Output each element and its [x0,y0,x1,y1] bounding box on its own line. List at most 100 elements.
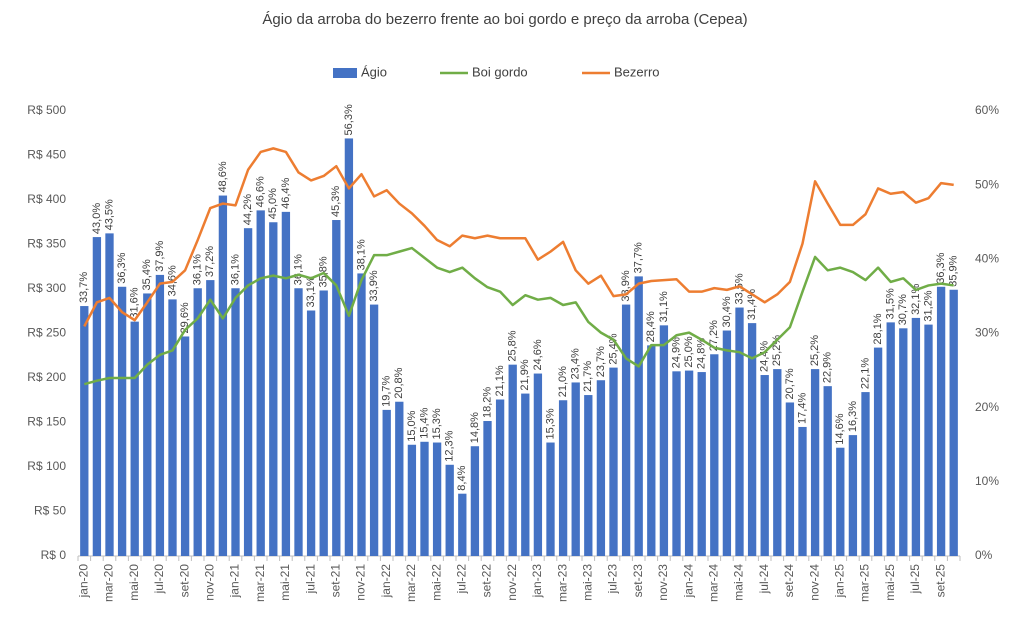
bar [571,382,580,556]
x-tick-label: set-25 [933,564,947,598]
bar [92,237,102,557]
bar [924,324,933,556]
y-tick-label: R$ 100 [27,459,66,473]
data-label: 21,9% [519,359,531,390]
data-label: 27,2% [708,320,720,351]
data-label: 18,2% [481,387,493,418]
data-label: 24,9% [670,337,682,368]
x-tick-label: mar-20 [102,564,116,602]
x-tick-label: jan-24 [681,564,695,599]
line [83,147,954,327]
bar [508,364,517,556]
bar [949,289,958,556]
bar [395,401,404,556]
bar [407,444,417,556]
data-label: 36,1% [292,254,304,285]
bar [445,464,454,556]
data-label: 15,3% [544,408,556,439]
x-tick-label: mai-24 [732,564,746,601]
data-label: 19,7% [381,375,393,406]
bar [609,367,618,556]
bar [269,222,278,556]
data-label: 28,4% [645,311,657,342]
y2-tick-label: 30% [975,326,999,340]
bar [369,304,379,556]
bar [256,210,265,556]
x-tick-label: nov-22 [505,564,519,601]
bar [760,375,769,556]
x-tick-label: jul-21 [303,564,317,595]
data-label: 37,9% [154,240,166,271]
bar [344,138,354,557]
data-label: 17,4% [796,393,808,424]
data-label: 23,7% [595,346,607,377]
bar [231,288,240,556]
bar [710,354,719,556]
x-tick-label: nov-20 [202,564,216,601]
bar [810,369,820,556]
data-label: 25,0% [683,336,695,367]
bar [143,293,152,556]
bar [168,299,177,556]
data-label: 56,3% [343,104,355,135]
x-tick-label: jul-22 [454,564,468,595]
data-label: 31,1% [658,291,670,322]
y2-tick-label: 20% [975,400,999,414]
data-label: 25,2% [809,335,821,366]
bar [911,317,921,556]
data-label: 38,1% [355,239,367,270]
y-tick-label: R$ 150 [27,415,66,429]
y-tick-label: R$ 300 [27,281,66,295]
data-label: 46,6% [255,176,267,207]
data-label: 15,0% [406,410,418,441]
bar [533,373,543,556]
bar [521,393,530,556]
data-label: 32,1% [910,284,922,315]
bar [294,288,303,556]
y-tick-label: R$ 0 [41,548,67,562]
y2-tick-label: 60% [975,103,999,117]
bar [458,493,467,556]
bar [899,328,908,556]
bar [634,276,643,556]
data-label: 25,8% [507,330,519,361]
bar [306,310,316,556]
bar [180,336,190,556]
x-tick-label: set-22 [480,564,494,598]
data-label: 45,0% [267,188,279,219]
x-tick-label: set-24 [782,564,796,598]
y-tick-label: R$ 200 [27,370,66,384]
data-label: 15,4% [418,407,430,438]
data-label: 31,6% [129,287,141,318]
bar [382,409,391,556]
bar [886,322,895,556]
data-label: 46,4% [280,177,292,208]
data-label: 14,6% [834,413,846,444]
bar [697,372,706,556]
x-tick-label: nov-23 [656,564,670,601]
x-tick-label: mar-22 [404,564,418,602]
data-label: 33,9% [368,270,380,301]
bar [470,446,480,556]
data-label: 28,1% [872,313,884,344]
bar [105,233,114,556]
bar [672,371,681,556]
y-tick-label: R$ 500 [27,103,66,117]
bar [936,286,946,556]
bar [823,386,832,556]
y2-tick-label: 40% [975,252,999,266]
data-label: 31,2% [922,290,934,321]
bar [281,211,291,556]
bar [558,400,568,556]
bar [647,345,656,556]
y-tick-label: R$ 350 [27,237,66,251]
data-label: 21,0% [557,366,569,397]
data-label: 20,7% [784,368,796,399]
x-tick-label: mai-23 [580,564,594,601]
data-label: 33,9% [620,270,632,301]
data-label: 36,1% [192,254,204,285]
bar [785,402,795,556]
data-label: 33,7% [78,272,90,303]
data-label: 43,0% [91,203,103,234]
x-tick-label: mar-25 [858,564,872,602]
